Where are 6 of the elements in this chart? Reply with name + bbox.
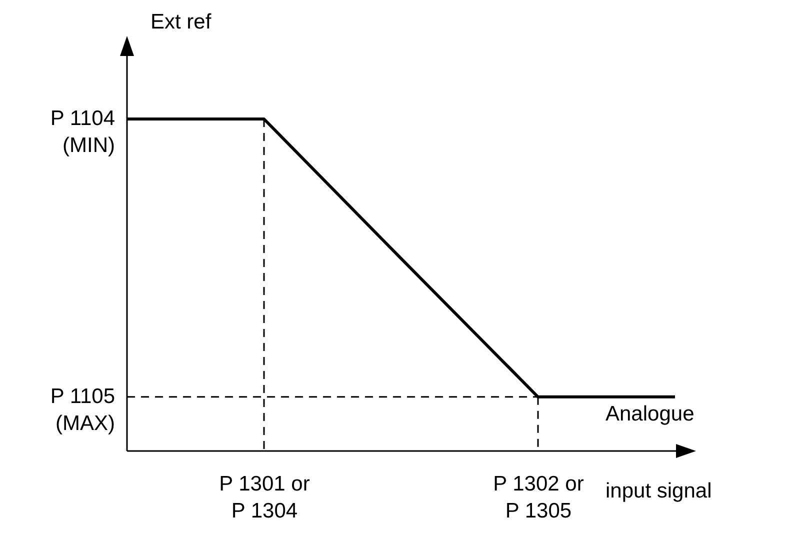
x-tick-label: P 1301 or P 1304 xyxy=(219,472,310,522)
text: Analogue input signal xyxy=(606,402,712,502)
y-axis-title: Ext ref xyxy=(150,10,212,34)
text: P 1105 (MAX) xyxy=(50,385,115,435)
x-tick-label: P 1302 or P 1305 xyxy=(493,472,584,522)
text: P 1104 (MIN) xyxy=(50,107,116,157)
